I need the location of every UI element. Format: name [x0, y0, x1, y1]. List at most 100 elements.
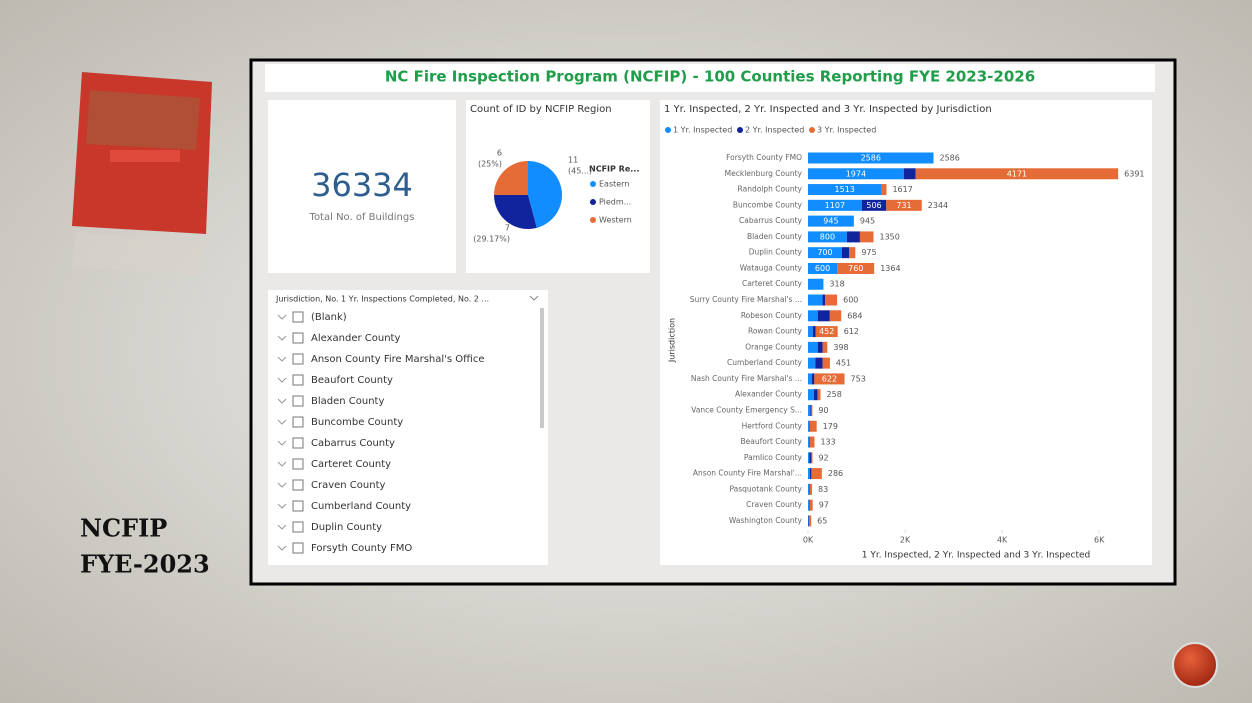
- bar-segment: [808, 326, 813, 338]
- segment-label: 1974: [846, 169, 866, 178]
- bar-segment: [824, 294, 838, 306]
- title-bar: [265, 64, 1155, 92]
- pie-percent-label: (45...): [568, 167, 592, 176]
- bar-title: 1 Yr. Inspected, 2 Yr. Inspected and 3 Y…: [664, 104, 992, 115]
- segment-label: 4171: [1007, 169, 1027, 178]
- slicer-item[interactable]: (Blank): [311, 312, 347, 323]
- bar-segment: [809, 436, 815, 448]
- expand-chevron[interactable]: [277, 440, 287, 446]
- category-label: Surry County Fire Marshal's ...: [690, 295, 802, 304]
- category-label: Pasquotank County: [729, 484, 802, 493]
- slicer-item[interactable]: Buncombe County: [311, 417, 403, 428]
- bar-segment: [808, 231, 847, 243]
- slicer-item[interactable]: Bladen County: [311, 396, 384, 407]
- segment-label: 2586: [861, 154, 881, 163]
- x-tick-label: 2K: [900, 536, 911, 545]
- bar-segment: [811, 373, 815, 385]
- bar-segment: [814, 373, 845, 385]
- category-label: Bladen County: [747, 232, 803, 241]
- pie-value-label: 11: [568, 156, 578, 165]
- category-label: Watauga County: [740, 263, 803, 272]
- pie-percent-label: (25%): [478, 160, 502, 169]
- bar-segment: [861, 199, 887, 211]
- checkbox[interactable]: [292, 479, 304, 491]
- bar-segment: [837, 262, 875, 274]
- expand-chevron[interactable]: [277, 524, 287, 530]
- expand-chevron[interactable]: [277, 314, 287, 320]
- checkbox[interactable]: [292, 458, 304, 470]
- legend-label: Piedm...: [599, 198, 631, 207]
- segment-label: 731: [896, 201, 911, 210]
- checkbox[interactable]: [292, 395, 304, 407]
- category-label: Washington County: [729, 516, 803, 525]
- bar-segment: [808, 373, 812, 385]
- bar-segment: [813, 389, 818, 401]
- expand-chevron[interactable]: [277, 398, 287, 404]
- expand-chevron[interactable]: [277, 356, 287, 362]
- bar-segment: [829, 310, 842, 322]
- total-label: 684: [847, 311, 862, 320]
- legend-dot: [590, 199, 596, 205]
- bar-segment: [808, 483, 809, 495]
- bar-segment: [809, 483, 813, 495]
- total-label: 1364: [880, 264, 900, 273]
- bar-segment: [808, 278, 824, 290]
- category-label: Randolph County: [738, 185, 803, 194]
- slicer-item[interactable]: Forsyth County FMO: [311, 543, 412, 554]
- expand-chevron[interactable]: [277, 419, 287, 425]
- bar-segment: [808, 468, 810, 480]
- segment-label: 1107: [825, 201, 845, 210]
- nav-button[interactable]: [1172, 642, 1218, 688]
- checkbox[interactable]: [292, 311, 304, 323]
- scrollbar[interactable]: [540, 308, 544, 428]
- expand-chevron[interactable]: [277, 335, 287, 341]
- bar-segment: [809, 452, 812, 464]
- slicer-item[interactable]: Beaufort County: [311, 375, 393, 386]
- legend-dot: [809, 127, 815, 133]
- total-label: 65: [817, 516, 827, 525]
- card-value: 36334: [311, 166, 413, 204]
- expand-chevron[interactable]: [277, 482, 287, 488]
- checkbox[interactable]: [292, 353, 304, 365]
- checkbox[interactable]: [292, 521, 304, 533]
- category-label: Orange County: [745, 342, 802, 351]
- expand-chevron[interactable]: [277, 377, 287, 383]
- expand-chevron[interactable]: [277, 503, 287, 509]
- total-label: 6391: [1124, 169, 1144, 178]
- checkbox[interactable]: [292, 374, 304, 386]
- bar-segment: [808, 452, 810, 464]
- slicer-item[interactable]: Carteret County: [311, 459, 391, 470]
- category-label: Cumberland County: [727, 358, 803, 367]
- bar-segment: [817, 341, 823, 353]
- checkbox[interactable]: [292, 332, 304, 344]
- legend-dot: [665, 127, 671, 133]
- slicer-item[interactable]: Anson County Fire Marshal's Office: [311, 354, 485, 365]
- total-label: 1350: [880, 232, 900, 241]
- expand-chevron[interactable]: [277, 461, 287, 467]
- y-axis-title: Jurisdiction: [668, 318, 677, 363]
- total-label: 286: [828, 469, 843, 478]
- x-tick-label: 0K: [803, 536, 814, 545]
- bar-segment: [808, 310, 818, 322]
- total-label: 83: [818, 485, 828, 494]
- checkbox[interactable]: [292, 437, 304, 449]
- slicer-item[interactable]: Cabarrus County: [311, 438, 395, 449]
- checkbox[interactable]: [292, 500, 304, 512]
- card-label: Total No. of Buildings: [309, 212, 415, 223]
- bar-segment: [822, 357, 830, 369]
- slicer-item[interactable]: Cumberland County: [311, 501, 411, 512]
- checkbox[interactable]: [292, 542, 304, 554]
- segment-label: 700: [817, 248, 832, 257]
- bar-segment: [808, 341, 818, 353]
- slicer-item[interactable]: Alexander County: [311, 333, 400, 344]
- checkbox[interactable]: [292, 416, 304, 428]
- bar-segment: [822, 294, 825, 306]
- expand-chevron[interactable]: [277, 545, 287, 551]
- slicer-item[interactable]: Duplin County: [311, 522, 382, 533]
- slicer-chevron[interactable]: [529, 295, 539, 301]
- total-label: 451: [836, 359, 851, 368]
- pie-slice: [494, 161, 528, 195]
- slicer-item[interactable]: Craven County: [311, 480, 386, 491]
- bar-segment: [915, 168, 1119, 180]
- total-label: 612: [844, 327, 859, 336]
